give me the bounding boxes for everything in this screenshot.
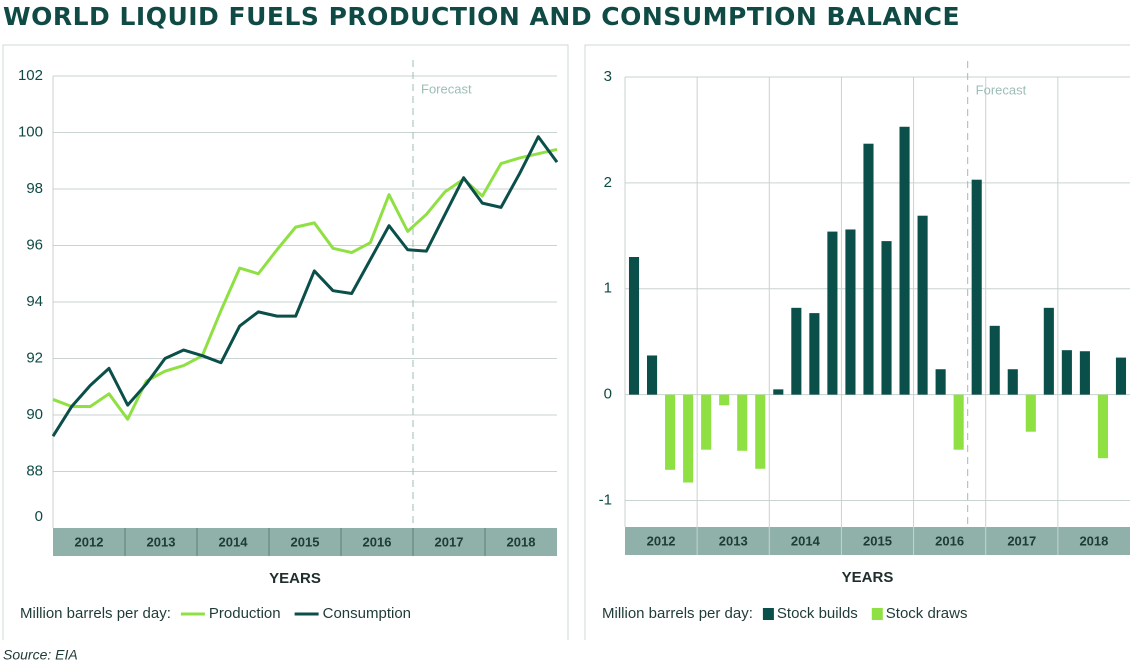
panel-frame [2, 44, 569, 640]
x-group-label: 2018 [507, 534, 536, 549]
y-tick-label: 88 [26, 462, 43, 479]
bar [809, 313, 820, 395]
bar [953, 394, 964, 450]
x-group-label: 2013 [147, 534, 176, 549]
x-group-label: 2014 [219, 534, 249, 549]
y-tick-label: 2 [604, 174, 612, 191]
y-tick-label: 0 [604, 386, 612, 403]
bar [1007, 369, 1018, 395]
bar [971, 179, 982, 395]
bar [647, 355, 658, 395]
y-tick-label: 94 [26, 293, 43, 310]
x-group-label: 2018 [1079, 533, 1108, 548]
legend-label: Consumption [323, 605, 411, 622]
forecast-label: Forecast [976, 82, 1027, 97]
bar [881, 241, 892, 395]
y-tick-label: 102 [18, 67, 43, 84]
x-group-label: 2012 [75, 534, 104, 549]
x-axis-label: YEARS [269, 570, 321, 587]
bar [935, 369, 946, 395]
data-line [51, 135, 559, 437]
x-group-label: 2017 [435, 534, 464, 549]
data-line [52, 147, 558, 421]
y-tick-label: 1 [604, 280, 612, 297]
x-group-label: 2015 [863, 533, 892, 548]
y-tick-label: 92 [26, 349, 43, 366]
bar [1079, 351, 1090, 395]
bar [791, 307, 802, 395]
x-axis-label: YEARS [842, 569, 894, 586]
bar [827, 231, 838, 395]
x-group-label: 2017 [1007, 533, 1036, 548]
x-group-label: 2012 [647, 533, 676, 548]
bar [845, 229, 856, 395]
legend-swatch [762, 608, 774, 620]
forecast-label: Forecast [421, 81, 472, 96]
bar [773, 389, 784, 395]
bar [1061, 350, 1072, 395]
x-group-label: 2013 [719, 533, 748, 548]
x-axis-band [625, 527, 1130, 555]
bar [701, 394, 712, 450]
page-title: WORLD LIQUID FUELS PRODUCTION AND CONSUM… [3, 2, 960, 31]
bar [683, 394, 694, 483]
bar [917, 215, 928, 395]
y-tick-label: 90 [26, 406, 43, 423]
x-group-label: 2016 [363, 534, 392, 549]
bar [1043, 307, 1054, 395]
legend-swatch [871, 608, 883, 620]
bar [989, 325, 1000, 395]
bar [737, 394, 748, 451]
y-axis-break-label: 0 [35, 508, 43, 525]
x-group-label: 2015 [291, 534, 320, 549]
bar [628, 257, 640, 395]
bar [1097, 394, 1108, 459]
bar [719, 394, 730, 406]
source: Source: EIA [3, 647, 78, 663]
legend-label: Production [209, 605, 281, 622]
legend-label: Stock draws [886, 605, 968, 622]
legend-title: Million barrels per day: [602, 605, 753, 622]
bar [755, 394, 766, 469]
bar [899, 126, 910, 395]
y-tick-label: 3 [604, 68, 612, 85]
x-group-label: 2016 [935, 533, 964, 548]
y-tick-label: 98 [26, 180, 43, 197]
legend-label: Stock builds [777, 605, 858, 622]
y-tick-label: 96 [26, 236, 43, 253]
y-tick-label: -1 [599, 491, 612, 508]
legend-title: Million barrels per day: [20, 605, 171, 622]
x-axis-band [53, 528, 557, 556]
y-tick-label: 100 [18, 123, 43, 140]
bar [1025, 394, 1036, 432]
panel-frame [584, 44, 1130, 640]
bar [665, 394, 676, 470]
bar [863, 143, 874, 395]
bar [1115, 357, 1127, 395]
x-group-label: 2014 [791, 533, 821, 548]
